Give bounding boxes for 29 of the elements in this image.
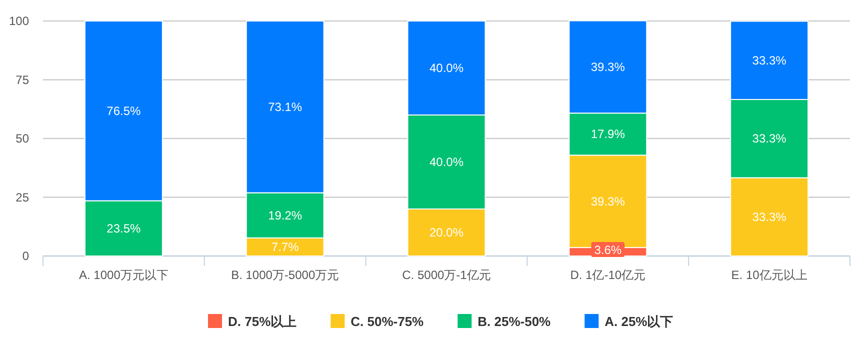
data-label: 40.0% [429, 155, 464, 169]
y-tick-label: 100 [8, 14, 30, 28]
x-tick-label: A. 1000万元以下 [79, 268, 168, 282]
x-tick-label: D. 1亿-10亿元 [570, 268, 646, 282]
x-tick-label: B. 1000万-5000万元 [231, 268, 340, 282]
data-label: 3.6% [594, 243, 622, 257]
legend-label: C. 50%-75% [350, 314, 424, 329]
y-tick-label: 25 [16, 190, 30, 204]
data-label: 73.1% [268, 100, 302, 114]
legend-label: D. 75%以上 [228, 314, 297, 329]
data-label: 19.2% [268, 208, 302, 222]
y-tick-label: 0 [22, 249, 30, 263]
data-label: 39.3% [590, 194, 626, 208]
data-label: 33.3% [752, 53, 787, 68]
y-tick-label: 50 [16, 132, 30, 146]
data-label: 76.5% [106, 104, 142, 118]
data-label: 23.5% [106, 221, 142, 236]
data-label: 7.7% [271, 240, 300, 254]
legend-label: A. 25%以下 [604, 314, 674, 329]
legend-label: B. 25%-50% [478, 314, 552, 329]
x-tick-label: E. 10亿元以上 [731, 268, 808, 282]
data-label: 40.0% [429, 61, 464, 75]
data-label: 33.3% [752, 132, 787, 146]
data-label: 33.3% [752, 210, 787, 224]
data-label: 39.3% [590, 60, 626, 74]
data-label: 20.0% [429, 226, 464, 240]
x-tick-label: C. 5000万-1亿元 [402, 268, 491, 282]
y-tick-label: 75 [16, 72, 30, 87]
data-label: 17.9% [590, 127, 626, 142]
